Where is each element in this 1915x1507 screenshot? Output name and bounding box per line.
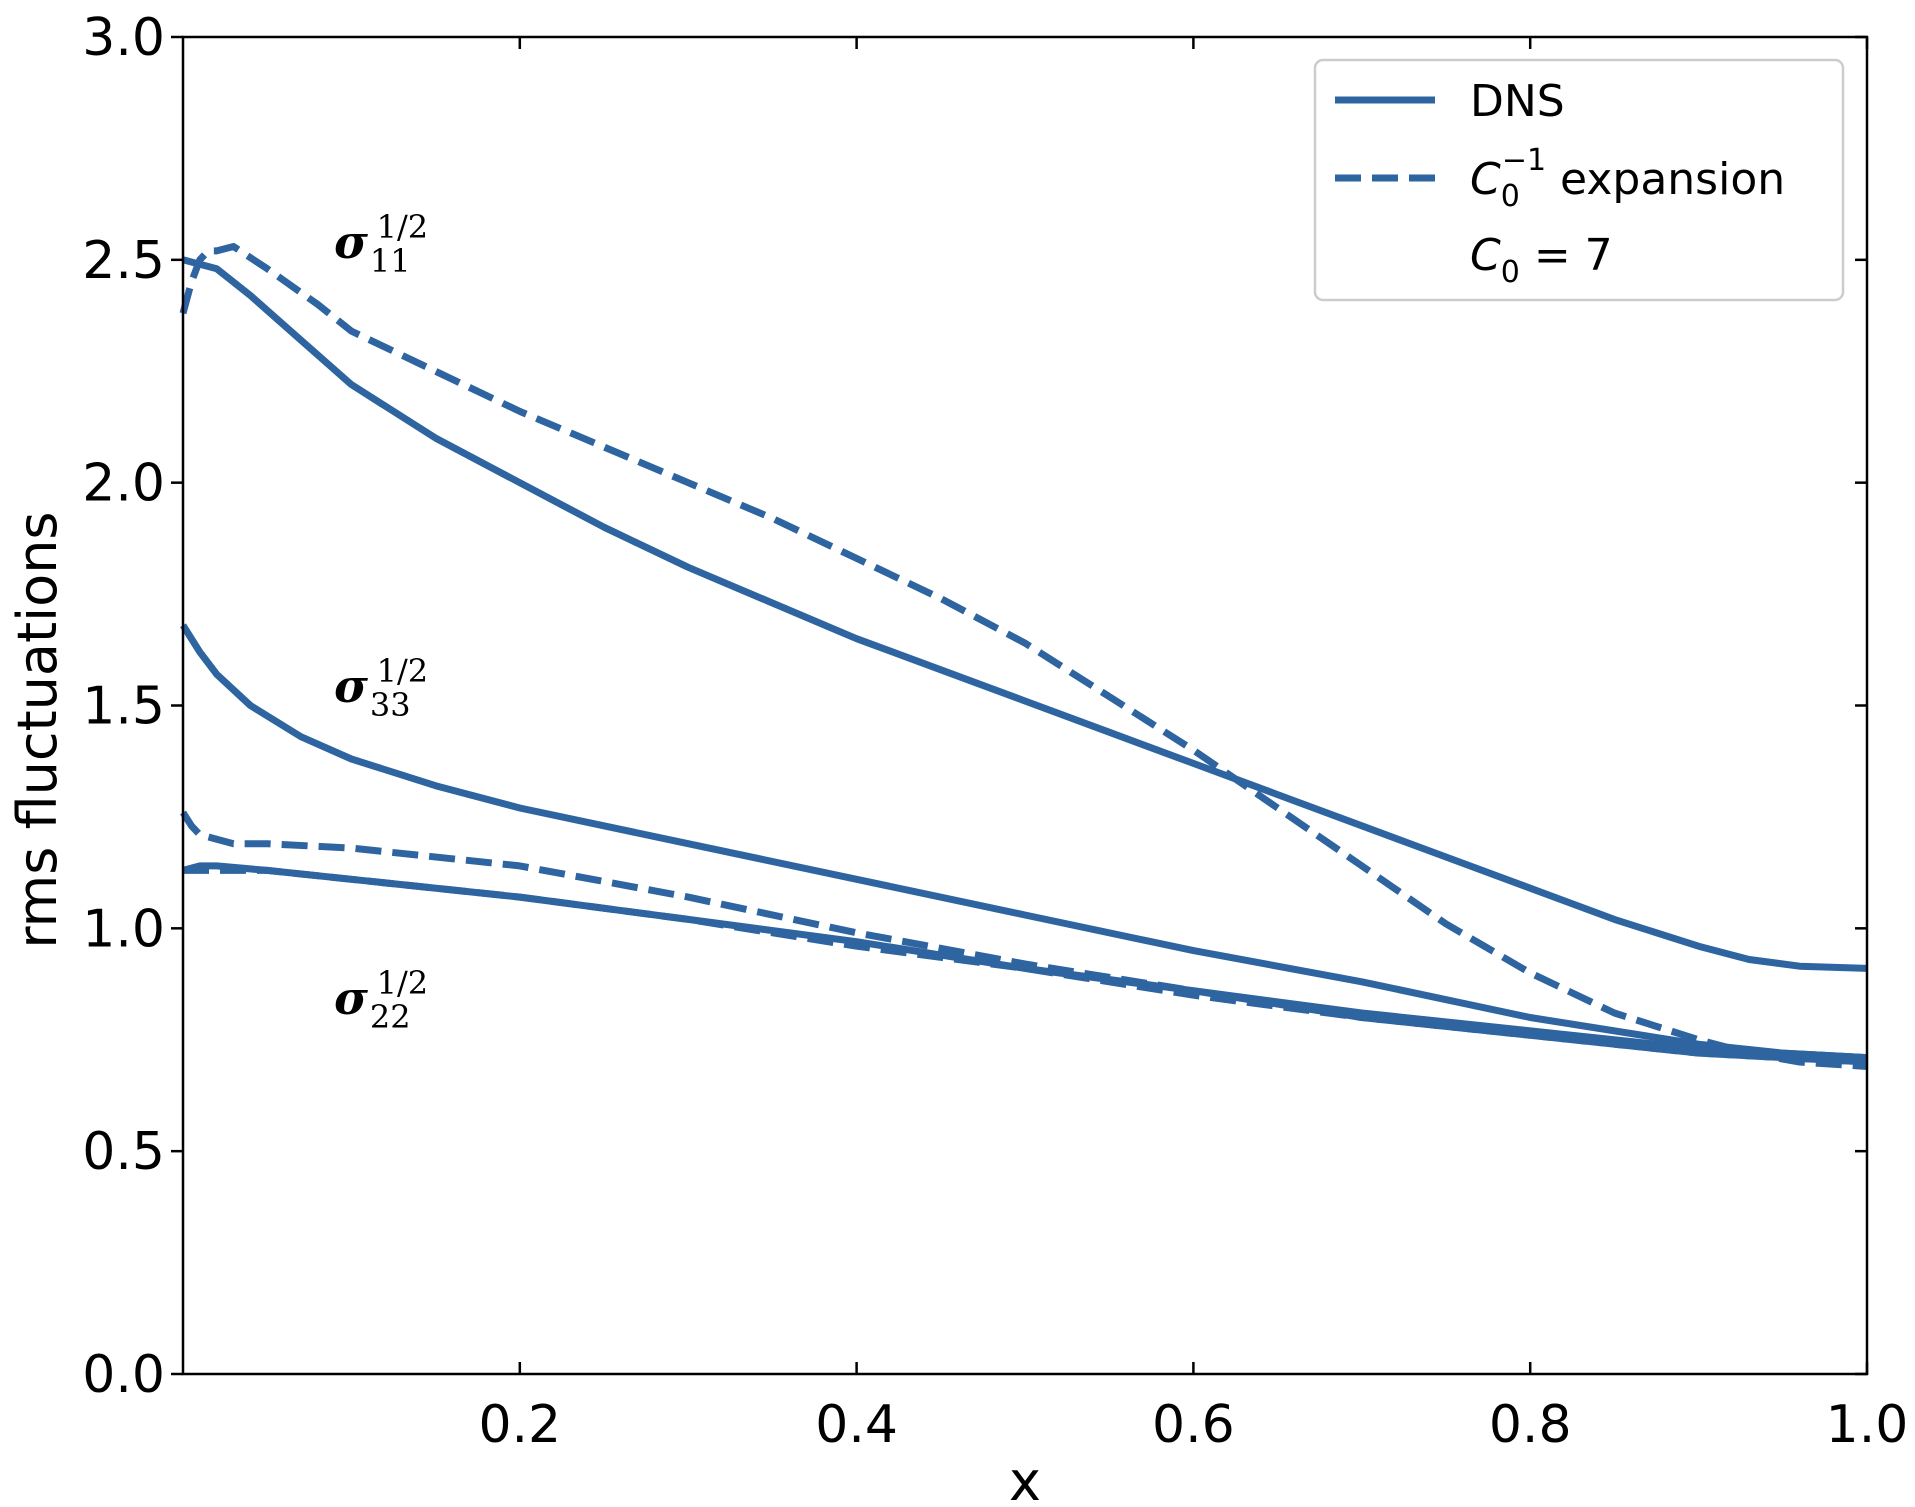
x-tick-label: 0.6 [1152,1395,1235,1455]
x-axis-label: x [1009,1450,1041,1507]
annotation-sigma22: σ221/2 [334,964,428,1036]
series-layer [179,243,1868,1070]
series-line-1 [179,243,1868,1070]
x-tick-label: 0.8 [1489,1395,1572,1455]
y-tick-label: 1.0 [82,899,165,959]
annotation-sigma11: σ111/2 [334,208,428,280]
y-tick-label: 2.5 [82,231,165,291]
legend-label-c0: C0 = 7 [1470,230,1613,290]
legend-box [1313,58,1845,302]
y-axis-label: rms fluctuations [6,511,69,948]
legend: DNS C0−1 expansion C0 = 7 [1313,58,1845,302]
series-line-3 [180,810,1868,1066]
x-tick-label: 1.0 [1826,1395,1909,1455]
y-tick-label: 2.0 [82,454,165,514]
legend-label-dns: DNS [1470,76,1565,127]
x-tick-label: 0.4 [815,1395,898,1455]
y-tick-label: 0.5 [82,1122,165,1182]
tick-layer: 0.0 0.5 1.0 1.5 2.0 2.5 3.0 0.2 0.4 0.6 0.8 1.0 [82,8,1908,1455]
x-tick-label: 0.2 [478,1395,561,1455]
annotation-layer: σ111/2 σ331/2 σ221/2 [334,208,428,1036]
legend-label-expansion: C0−1 expansion [1470,143,1785,214]
annotation-sigma33: σ331/2 [334,652,428,724]
series-line-5 [183,866,1868,1066]
y-tick-label: 0.0 [82,1345,165,1405]
y-tick-label: 3.0 [82,8,165,68]
series-line-2 [180,623,1868,1062]
y-tick-label: 1.5 [82,677,165,737]
series-line-0 [182,256,1868,972]
